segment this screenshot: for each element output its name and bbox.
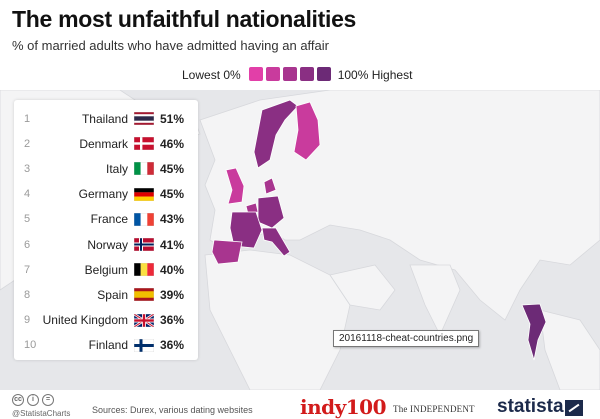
rank-number: 10	[24, 339, 37, 352]
ranking-row: 9 United Kingdom 36%	[24, 308, 190, 333]
ranking-row: 7 Belgium 40%	[24, 257, 190, 282]
rank-number: 6	[24, 238, 31, 251]
map-uk	[225, 167, 245, 205]
ranking-row: 8 Spain 39%	[24, 282, 190, 307]
rank-number: 4	[24, 188, 31, 201]
germany-flag-icon	[133, 187, 155, 201]
ranking-row: 6 Norway 41%	[24, 232, 190, 257]
country-name: United Kingdom	[42, 313, 128, 328]
map-france	[229, 211, 263, 249]
percentage-value: 40%	[160, 262, 185, 277]
land-africa	[204, 249, 351, 390]
country-name: Italy	[105, 161, 128, 176]
ranking-row: 3 Italy 45%	[24, 156, 190, 181]
cc-icon: cc	[12, 394, 24, 406]
country-name: Norway	[87, 237, 128, 252]
file-tooltip: 20161118-cheat-countries.png	[333, 330, 480, 347]
indy100-logo: indy100	[300, 395, 387, 419]
source-note: Sources: Durex, various dating websites	[92, 405, 253, 415]
thailand-flag-icon	[133, 111, 155, 126]
country-name: Thailand	[81, 111, 128, 126]
percentage-value: 36%	[160, 338, 185, 353]
ranking-row: 4 Germany 45%	[24, 182, 190, 207]
rank-number: 9	[24, 314, 31, 327]
legend-swatch	[265, 66, 280, 81]
percentage-value: 51%	[160, 111, 185, 126]
spain-flag-icon	[133, 288, 155, 302]
norway-flag-icon	[133, 237, 155, 252]
by-icon: i	[27, 394, 39, 406]
legend-swatch	[299, 66, 314, 81]
chart-subtitle: % of married adults who have admitted ha…	[12, 38, 329, 53]
ranking-row: 2 Denmark 46%	[24, 131, 190, 156]
map-spain	[211, 239, 243, 265]
land-se-asia	[539, 309, 600, 390]
statista-logo: statista	[497, 396, 564, 417]
percentage-value: 41%	[160, 237, 185, 252]
percentage-value: 36%	[160, 313, 185, 328]
legend-swatch	[316, 66, 331, 81]
land-arabia-india	[329, 264, 461, 336]
ranking-row: 1 Thailand 51%	[24, 106, 190, 131]
percentage-value: 43%	[160, 212, 185, 227]
map-norway	[253, 99, 299, 169]
italy-flag-icon	[133, 162, 155, 176]
finland-flag-icon	[133, 338, 155, 353]
denmark-flag-icon	[133, 137, 155, 151]
country-name: Germany	[78, 187, 128, 202]
country-name: Belgium	[84, 262, 128, 277]
united-kingdom-flag-icon	[133, 312, 155, 328]
ranking-row: 5 France 43%	[24, 207, 190, 232]
belgium-flag-icon	[133, 262, 155, 277]
percentage-value: 45%	[160, 187, 185, 202]
rank-number: 8	[24, 288, 31, 301]
legend-low-label: Lowest 0%	[182, 68, 241, 82]
country-name: Denmark	[79, 136, 128, 151]
rank-number: 7	[24, 263, 31, 276]
statista-handle: @StatistaCharts	[12, 409, 71, 418]
legend-high-label: 100% Highest	[337, 68, 413, 82]
percentage-value: 46%	[160, 136, 185, 151]
legend-swatch	[248, 66, 263, 81]
country-name: Spain	[97, 287, 128, 302]
map-denmark	[263, 177, 277, 195]
statista-logo-icon	[565, 400, 583, 416]
legend-swatch	[282, 66, 297, 81]
equals-icon: =	[42, 394, 54, 406]
rank-number: 1	[24, 112, 31, 125]
percentage-value: 39%	[160, 287, 185, 302]
rank-number: 5	[24, 213, 31, 226]
color-legend: Lowest 0% 100% Highest	[182, 66, 412, 84]
percentage-value: 45%	[160, 161, 185, 176]
chart-title: The most unfaithful nationalities	[12, 6, 357, 32]
country-name: Finland	[88, 338, 128, 353]
independent-logo: The INDEPENDENT	[393, 404, 475, 414]
ranking-row: 10 Finland 36%	[24, 333, 190, 358]
france-flag-icon	[133, 212, 155, 227]
cc-license-icons: cc i =	[12, 394, 57, 406]
country-name: France	[90, 212, 128, 227]
ranking-table: 1 Thailand 51% 2 Denmark 46% 3 Italy 45% 4 Germany…	[14, 100, 198, 360]
map-italy	[261, 227, 291, 257]
rank-number: 3	[24, 162, 31, 175]
map-thailand	[521, 303, 547, 361]
footer: cc i = @StatistaCharts Sources: Durex, v…	[0, 392, 600, 419]
legend-swatches	[248, 66, 334, 84]
rank-number: 2	[24, 137, 31, 150]
map-finland	[293, 101, 321, 161]
